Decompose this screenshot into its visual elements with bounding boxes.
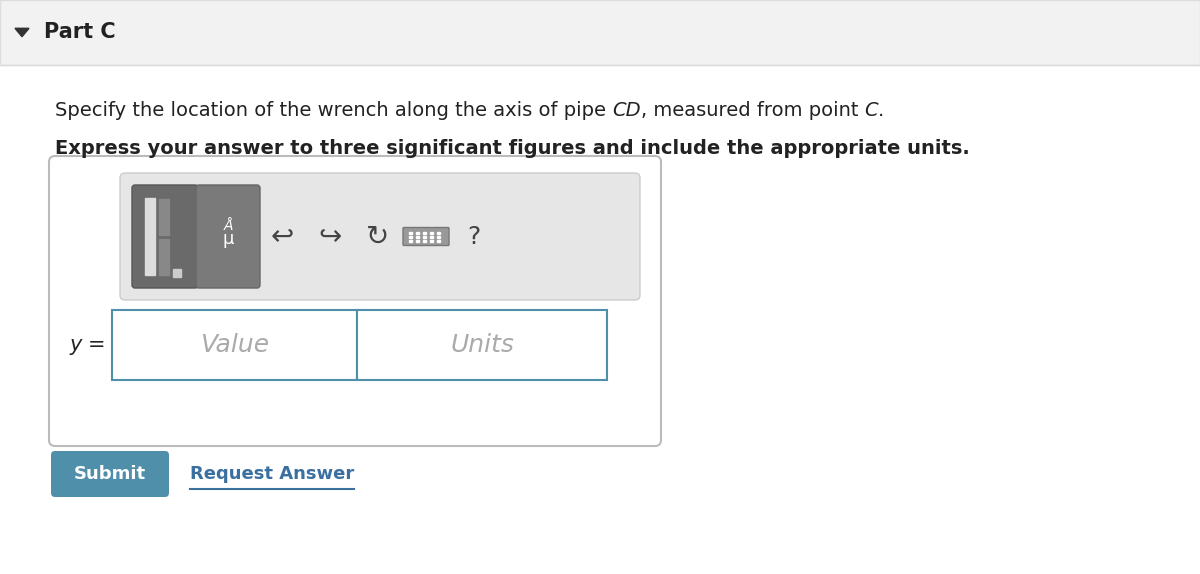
Text: ↩: ↩ (270, 223, 294, 250)
Bar (145, 198, 155, 275)
Bar (437, 235, 440, 238)
Bar (416, 235, 419, 238)
Text: ?: ? (467, 224, 481, 249)
Text: C: C (865, 100, 878, 119)
FancyBboxPatch shape (50, 451, 169, 497)
Text: Units: Units (450, 333, 514, 357)
Polygon shape (14, 28, 29, 37)
Bar (424, 235, 426, 238)
Text: Submit: Submit (74, 465, 146, 483)
FancyBboxPatch shape (358, 310, 607, 380)
Bar (158, 199, 169, 235)
Text: Request Answer: Request Answer (190, 465, 354, 483)
FancyBboxPatch shape (0, 0, 1200, 65)
Bar (424, 231, 426, 234)
FancyBboxPatch shape (120, 173, 640, 300)
Bar (430, 231, 433, 234)
Text: Å: Å (223, 219, 233, 234)
Bar (416, 239, 419, 242)
Text: CD: CD (612, 100, 641, 119)
Bar (158, 239, 169, 275)
Text: ↪: ↪ (318, 223, 342, 250)
Bar (173, 269, 181, 277)
Text: Value: Value (200, 333, 269, 357)
Text: Express your answer to three significant figures and include the appropriate uni: Express your answer to three significant… (55, 138, 970, 157)
Bar (437, 231, 440, 234)
Text: ↻: ↻ (366, 223, 390, 250)
FancyBboxPatch shape (132, 185, 198, 288)
Text: .: . (878, 100, 884, 119)
Bar (409, 231, 412, 234)
FancyBboxPatch shape (196, 185, 260, 288)
Text: y =: y = (70, 335, 107, 355)
Bar (416, 231, 419, 234)
Bar (430, 235, 433, 238)
Text: Part C: Part C (44, 22, 115, 42)
Bar (437, 239, 440, 242)
Text: μ: μ (222, 230, 234, 247)
FancyBboxPatch shape (112, 310, 358, 380)
Bar (424, 239, 426, 242)
Text: , measured from point: , measured from point (641, 100, 865, 119)
Bar (430, 239, 433, 242)
FancyBboxPatch shape (403, 227, 449, 246)
FancyBboxPatch shape (49, 156, 661, 446)
Text: Specify the location of the wrench along the axis of pipe: Specify the location of the wrench along… (55, 100, 612, 119)
Bar (409, 235, 412, 238)
Bar (409, 239, 412, 242)
